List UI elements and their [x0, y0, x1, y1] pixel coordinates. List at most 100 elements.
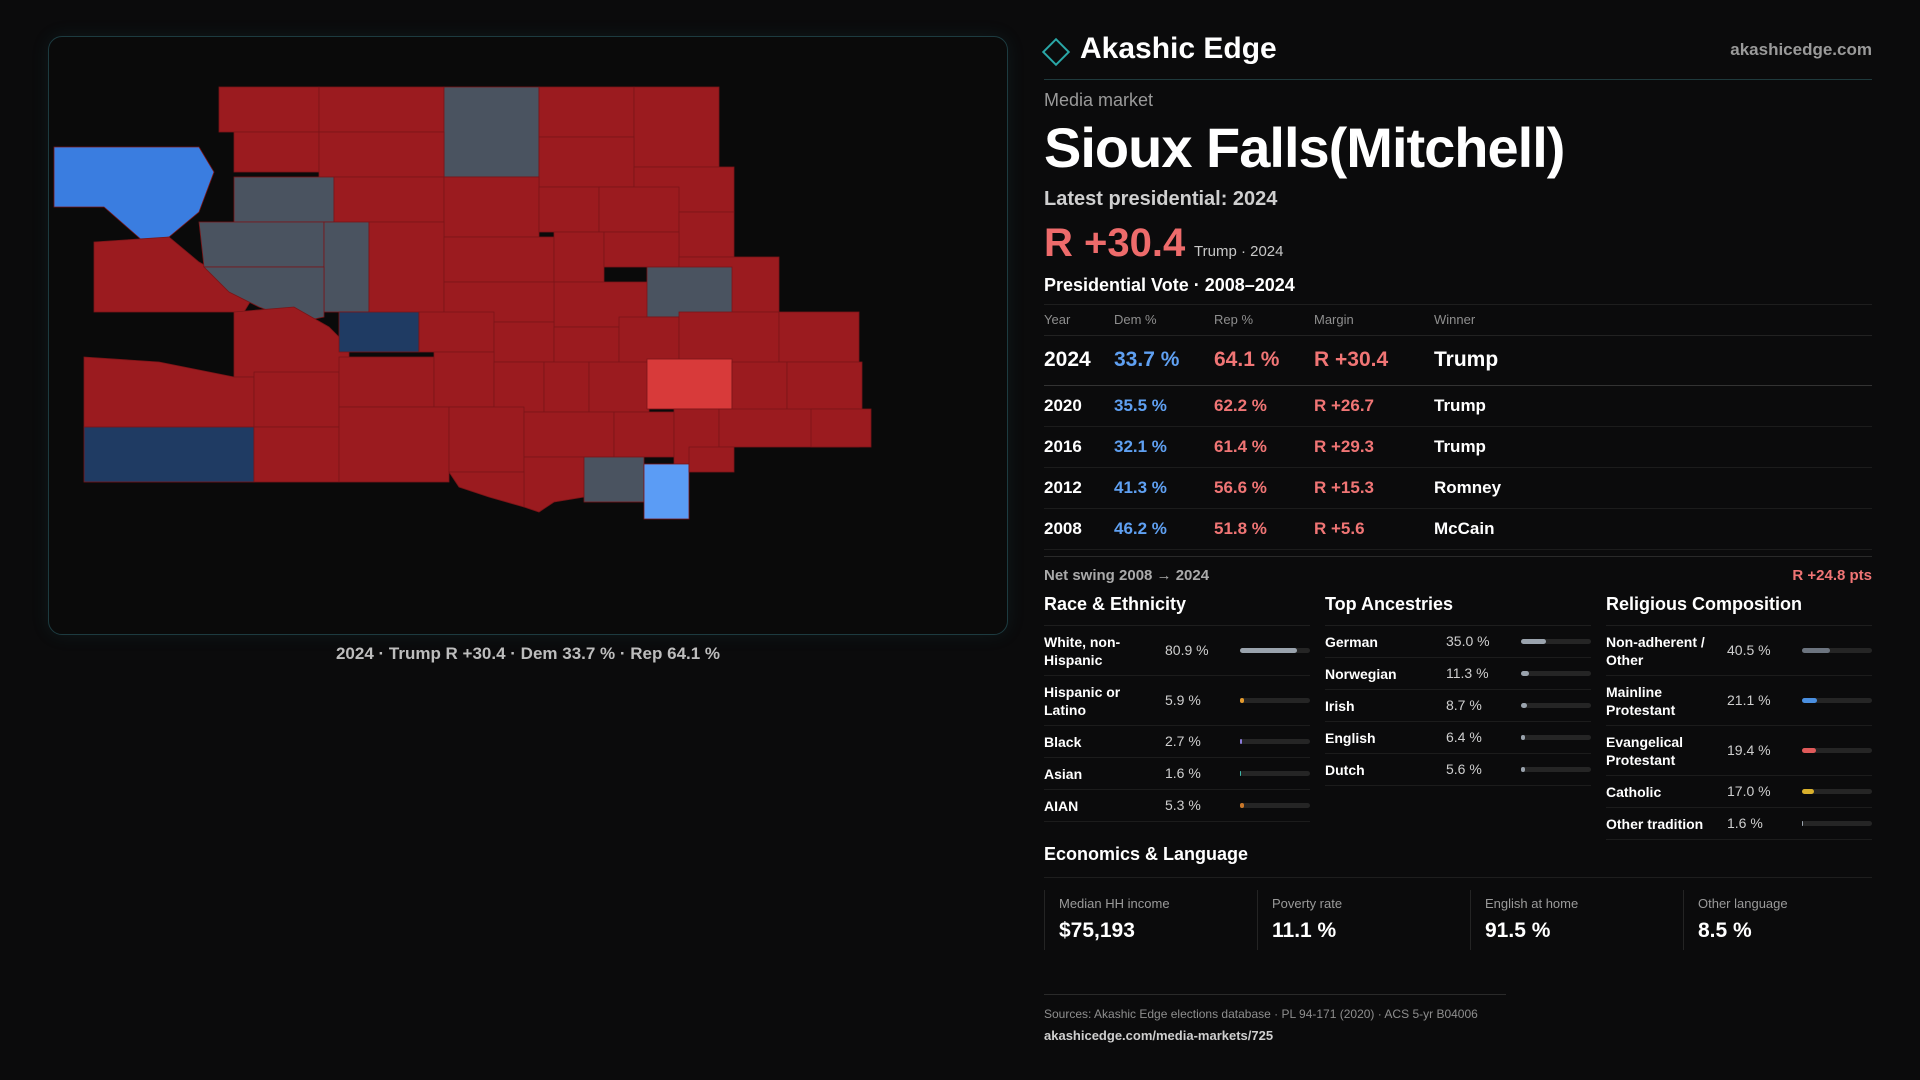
county-shape[interactable] — [603, 231, 680, 268]
item-percent: 5.3 % — [1165, 796, 1201, 813]
county-shape[interactable] — [678, 211, 735, 258]
list-item: White, non-Hispanic 80.9 % — [1044, 626, 1310, 676]
county-shape[interactable] — [433, 351, 495, 408]
list-item: AIAN 5.3 % — [1044, 790, 1310, 822]
county-shape[interactable] — [253, 371, 340, 428]
county-shape[interactable] — [643, 463, 690, 520]
ancestry-section: Top Ancestries German 35.0 % Norwegian 11.3… — [1325, 594, 1591, 786]
headline-margin-row: R +30.4 Trump · 2024 — [1044, 221, 1872, 267]
item-bar — [1802, 647, 1872, 653]
county-shape[interactable] — [338, 356, 435, 408]
county-shape[interactable] — [786, 361, 863, 413]
county-shape[interactable] — [448, 406, 525, 473]
list-item: Asian 1.6 % — [1044, 758, 1310, 790]
row-year: 2016 — [1044, 426, 1114, 468]
brand-name: Akashic Edge — [1080, 32, 1277, 65]
footer-sources: Sources: Akashic Edge elections database… — [1044, 1007, 1478, 1021]
county-shape[interactable] — [53, 146, 215, 243]
county-shape[interactable] — [731, 361, 788, 413]
row-margin: R +29.3 — [1314, 426, 1434, 468]
county-map[interactable] — [49, 37, 1008, 635]
ancestry-title: Top Ancestries — [1325, 594, 1591, 626]
item-bar — [1802, 747, 1872, 753]
econ-english: English at home 91.5 % — [1470, 889, 1670, 950]
item-label: White, non-Hispanic — [1044, 633, 1121, 668]
row-dem: 32.1 % — [1114, 426, 1214, 468]
county-shape[interactable] — [613, 411, 675, 458]
county-shape[interactable] — [443, 86, 540, 178]
county-shape[interactable] — [538, 86, 635, 138]
item-bar — [1521, 702, 1591, 708]
county-shape[interactable] — [633, 86, 720, 168]
county-shape[interactable] — [688, 446, 735, 473]
county-shape[interactable] — [443, 176, 540, 238]
religion-title: Religious Composition — [1606, 594, 1872, 626]
county-shape[interactable] — [646, 266, 733, 318]
brand-url[interactable]: akashicedge.com — [1730, 40, 1872, 59]
county-shape[interactable] — [553, 231, 605, 283]
econ-value: 8.5 % — [1698, 918, 1752, 942]
footer-url[interactable]: akashicedge.com/media-markets/725 — [1044, 1028, 1274, 1043]
econ-income: Median HH income $75,193 — [1044, 889, 1244, 950]
county-shape[interactable] — [218, 86, 320, 133]
county-shape[interactable] — [323, 221, 370, 313]
item-label: Mainline Protestant — [1606, 683, 1676, 718]
county-shape[interactable] — [583, 456, 645, 503]
econ-poverty: Poverty rate 11.1 % — [1257, 889, 1457, 950]
county-shape[interactable] — [678, 311, 780, 368]
county-shape[interactable] — [810, 408, 872, 448]
county-shape[interactable] — [83, 356, 255, 428]
county-shape[interactable] — [523, 456, 585, 513]
county-shape[interactable] — [443, 236, 555, 283]
row-margin: R +15.3 — [1314, 467, 1434, 509]
item-bar-fill — [1240, 647, 1297, 653]
list-item: Irish 8.7 % — [1325, 690, 1591, 722]
county-shape[interactable] — [233, 176, 335, 223]
county-shape[interactable] — [538, 186, 600, 233]
county-shape[interactable] — [646, 358, 733, 410]
footer: Sources: Akashic Edge elections database… — [1044, 994, 1506, 1043]
county-shape[interactable] — [253, 426, 340, 483]
county-shape[interactable] — [338, 311, 420, 353]
item-bar-fill — [1240, 770, 1242, 776]
county-shape[interactable] — [493, 361, 545, 413]
econ-label: Other language — [1698, 895, 1788, 911]
list-item: Mainline Protestant 21.1 % — [1606, 676, 1872, 726]
economics-title: Economics & Language — [1044, 844, 1872, 878]
county-shape[interactable] — [418, 311, 495, 353]
county-shape[interactable] — [333, 176, 445, 223]
list-item: Other tradition 1.6 % — [1606, 808, 1872, 840]
headline-margin: R +30.4 — [1044, 221, 1186, 265]
county-shape[interactable] — [778, 311, 860, 363]
county-shape[interactable] — [538, 136, 635, 188]
item-label: AIAN — [1044, 797, 1079, 814]
county-shape[interactable] — [318, 86, 445, 133]
row-margin: R +30.4 — [1314, 335, 1434, 386]
header-dem: Dem % — [1114, 305, 1214, 336]
county-shape[interactable] — [543, 361, 590, 413]
item-percent: 5.6 % — [1446, 760, 1482, 777]
item-bar-fill — [1802, 697, 1817, 703]
table-row: 2020 35.5 % 62.2 % R +26.7 Trump — [1044, 385, 1872, 427]
county-shape[interactable] — [83, 426, 255, 483]
county-shape[interactable] — [598, 186, 680, 233]
row-rep: 64.1 % — [1214, 335, 1314, 386]
item-bar-fill — [1802, 647, 1831, 653]
county-shape[interactable] — [318, 131, 445, 178]
county-shape[interactable] — [448, 471, 525, 508]
county-shape[interactable] — [523, 411, 615, 458]
county-shape[interactable] — [233, 306, 350, 378]
county-shape[interactable] — [493, 321, 555, 363]
row-rep: 56.6 % — [1214, 467, 1314, 509]
item-bar — [1802, 697, 1872, 703]
item-bar — [1802, 820, 1872, 826]
county-shape[interactable] — [368, 221, 445, 328]
county-shape[interactable] — [233, 131, 320, 173]
item-label: Black — [1044, 733, 1082, 750]
county-shape[interactable] — [198, 221, 325, 268]
table-row: 2012 41.3 % 56.6 % R +15.3 Romney — [1044, 467, 1872, 509]
county-shape[interactable] — [338, 406, 450, 483]
item-percent: 21.1 % — [1727, 691, 1771, 708]
county-shape[interactable] — [588, 361, 650, 413]
row-margin: R +26.7 — [1314, 385, 1434, 427]
